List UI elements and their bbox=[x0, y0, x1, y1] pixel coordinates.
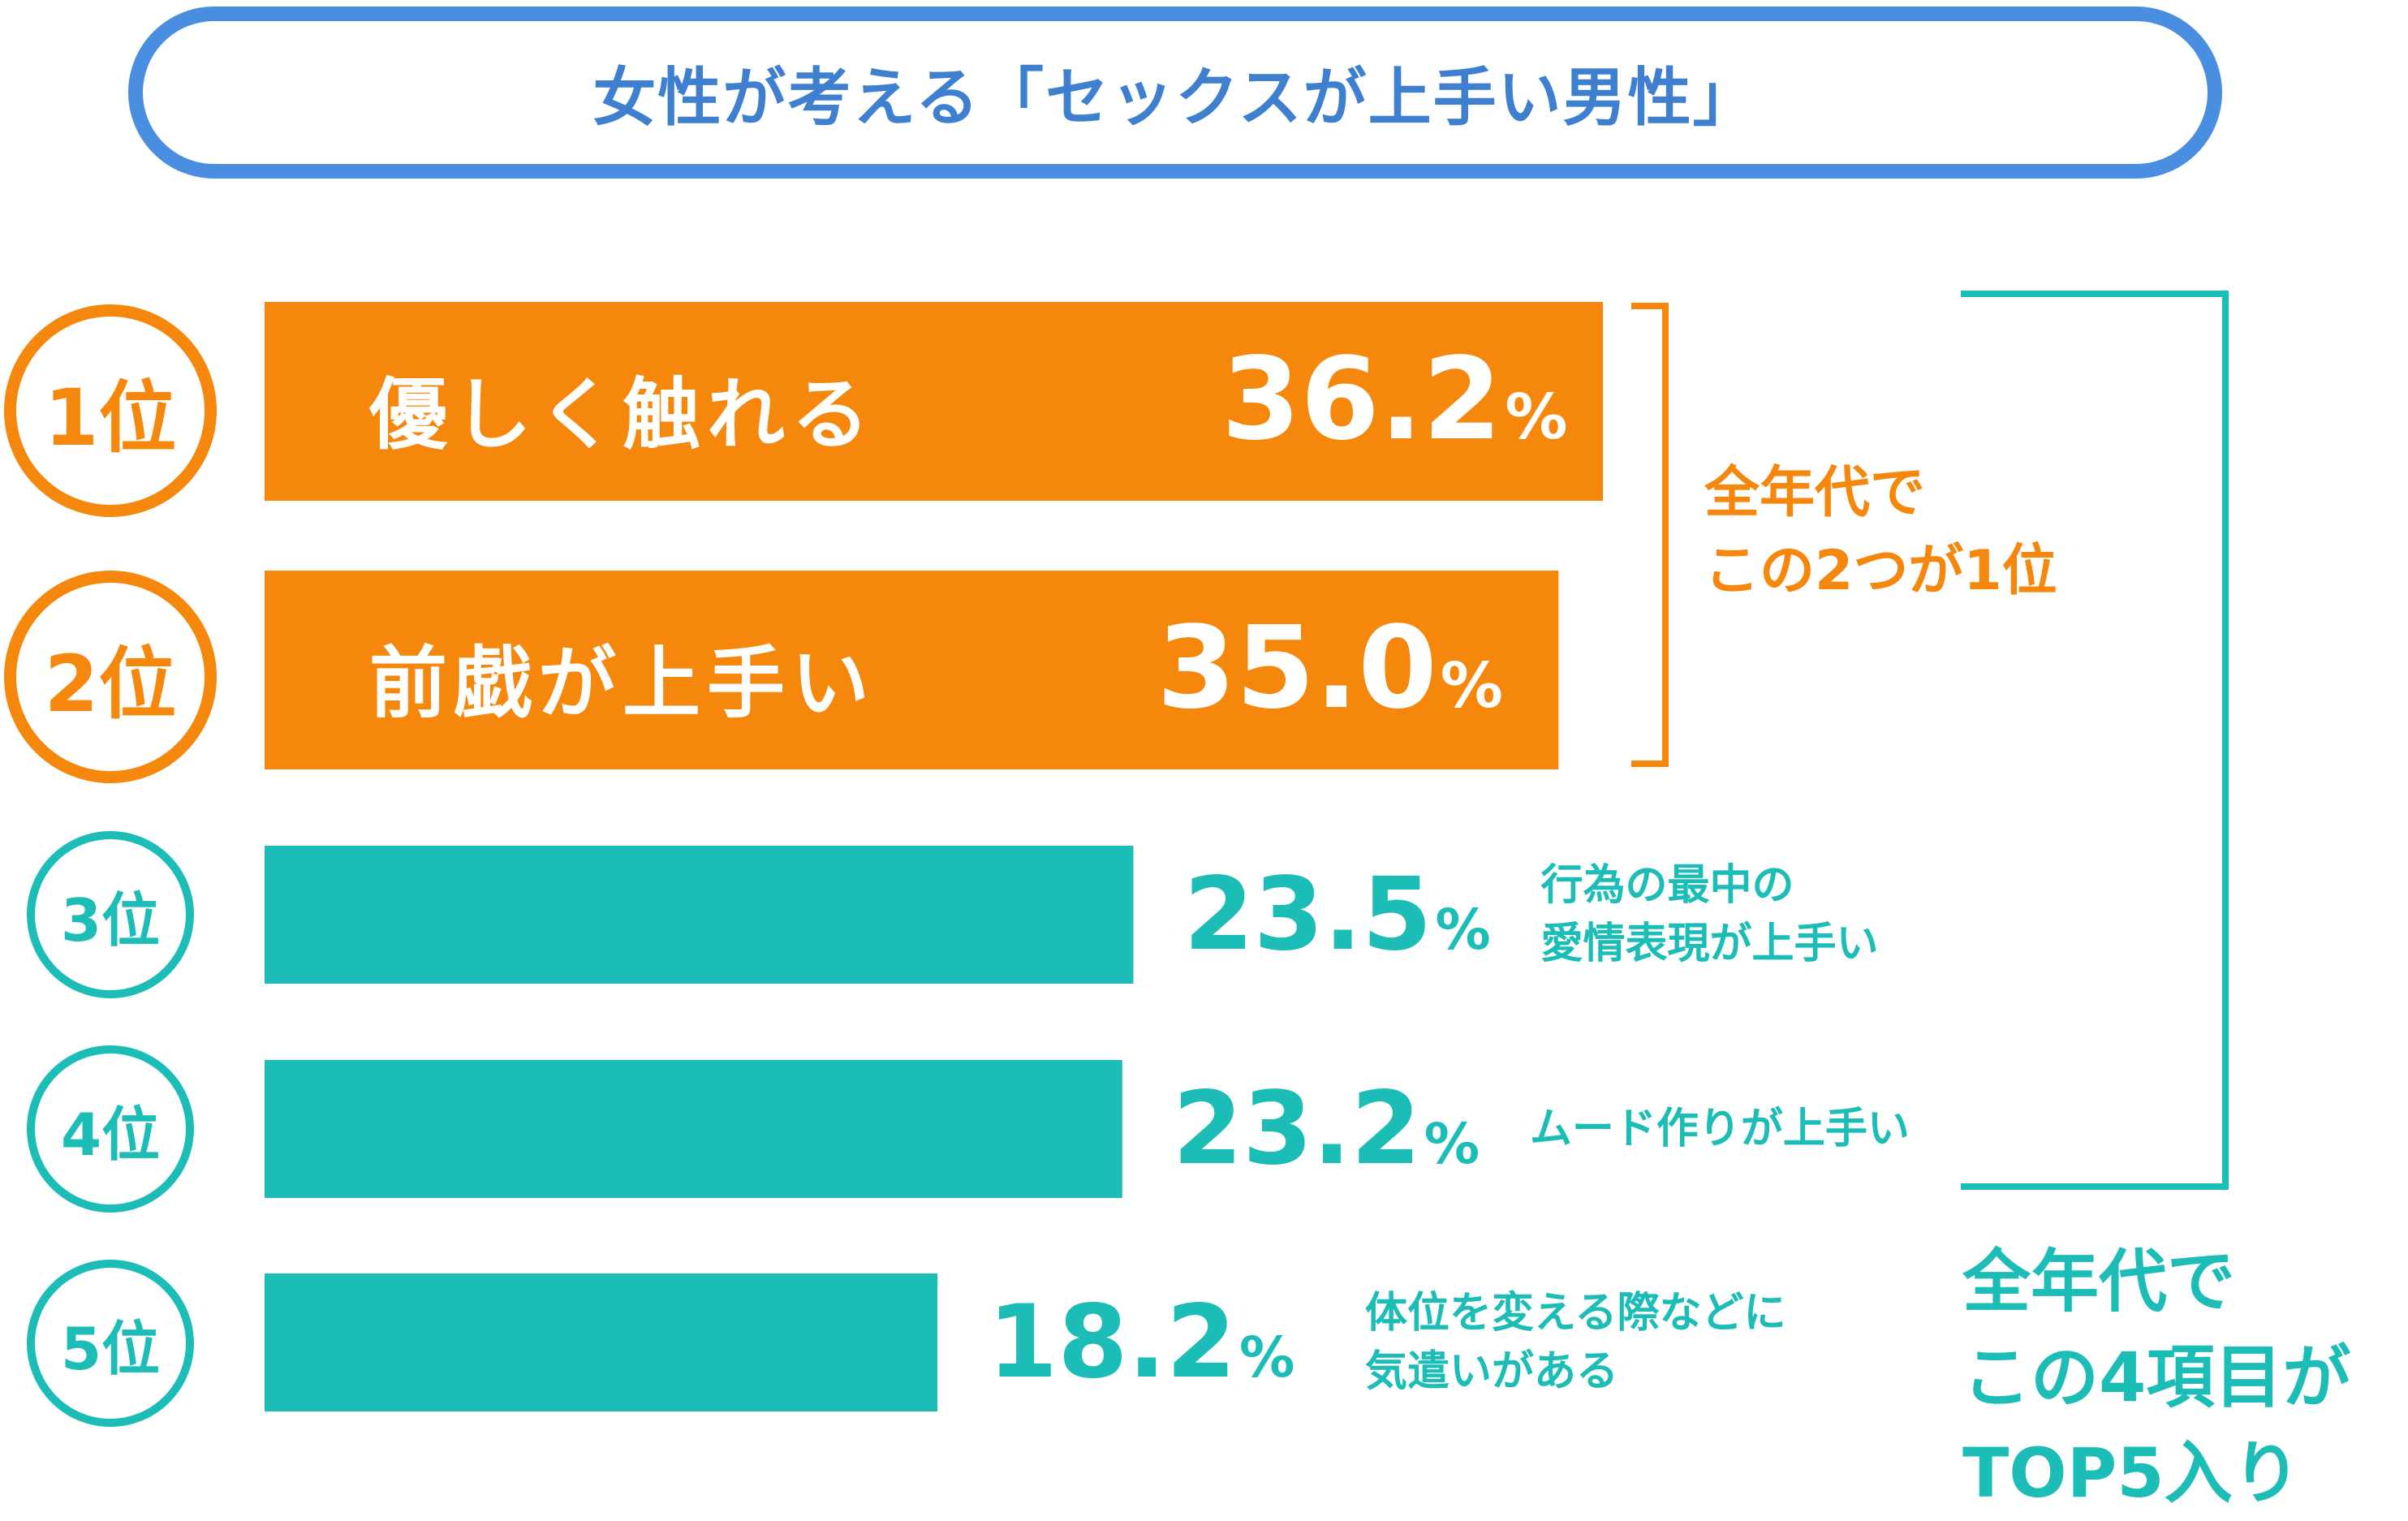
bar-1 bbox=[265, 302, 1603, 501]
category-label-3: 行為の最中の愛情表現が上手い bbox=[1540, 856, 1878, 973]
value-label-1: 36.2% bbox=[1221, 343, 1568, 457]
value-number-2: 35.0 bbox=[1157, 601, 1437, 735]
top2-annotation-line-2: この2つが1位 bbox=[1704, 539, 2057, 603]
bar-5 bbox=[265, 1273, 938, 1411]
page-title: 女性が考える「セックスが上手い男性」 bbox=[592, 62, 1758, 135]
value-number-1: 36.2 bbox=[1221, 333, 1502, 466]
value-unit-2: % bbox=[1440, 649, 1503, 722]
category-label-5-line-1: 体位を変える際などに bbox=[1365, 1289, 1786, 1338]
rank-badge-3: 3位 bbox=[27, 831, 194, 998]
category-label-4-line-1: ムード作りが上手い bbox=[1529, 1105, 1910, 1153]
rank-badge-2: 2位 bbox=[4, 571, 217, 783]
value-number-5: 18.2 bbox=[988, 1284, 1236, 1401]
value-label-5: 18.2% bbox=[988, 1292, 1294, 1393]
value-number-3: 23.5 bbox=[1183, 856, 1432, 973]
top4-annotation: 全年代で この4項目が TOP5入り bbox=[1962, 1234, 2350, 1521]
value-number-4: 23.2 bbox=[1172, 1071, 1421, 1187]
top2-annotation-line-1: 全年代で bbox=[1704, 461, 1926, 525]
value-unit-5: % bbox=[1239, 1326, 1295, 1390]
value-unit-1: % bbox=[1505, 381, 1568, 454]
rank-badge-4: 4位 bbox=[27, 1045, 194, 1213]
top4-annotation-line-3: TOP5入り bbox=[1962, 1433, 2301, 1513]
category-label-1: 優しく触れる bbox=[369, 368, 876, 460]
category-label-2: 前戯が上手い bbox=[369, 637, 876, 729]
rank-badge-1: 1位 bbox=[4, 304, 217, 517]
value-unit-3: % bbox=[1435, 898, 1491, 963]
bar-3 bbox=[265, 846, 1134, 984]
bar-2 bbox=[265, 571, 1559, 769]
category-label-4: ムード作りが上手い bbox=[1530, 1100, 1910, 1158]
bar-4 bbox=[265, 1060, 1122, 1198]
value-unit-4: % bbox=[1424, 1113, 1480, 1177]
top2-bracket bbox=[1631, 303, 1669, 767]
top4-annotation-line-1: 全年代で bbox=[1962, 1242, 2236, 1321]
rank-badge-5: 5位 bbox=[27, 1260, 194, 1427]
value-label-4: 23.2% bbox=[1173, 1079, 1480, 1179]
category-label-5: 体位を変える際などに 気遣いがある bbox=[1365, 1284, 1786, 1401]
category-label-3-line-1: 行為の最中の bbox=[1540, 861, 1794, 910]
top4-annotation-line-2: この4項目が bbox=[1962, 1338, 2351, 1417]
title-banner: 女性が考える「セックスが上手い男性」 bbox=[128, 6, 2222, 179]
top4-bracket bbox=[1961, 291, 2229, 1190]
value-label-2: 35.0% bbox=[1157, 611, 1503, 726]
value-label-3: 23.5% bbox=[1183, 864, 1490, 965]
category-label-3-line-2: 愛情表現が上手い bbox=[1540, 920, 1879, 968]
category-label-5-line-2: 気遣いがある bbox=[1365, 1347, 1619, 1396]
top2-annotation: 全年代で この2つが1位 bbox=[1704, 455, 2057, 610]
